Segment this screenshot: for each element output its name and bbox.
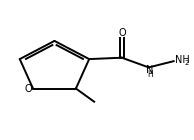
Text: H: H: [147, 70, 152, 79]
Text: O: O: [24, 84, 32, 94]
Text: O: O: [118, 28, 126, 38]
Text: 2: 2: [184, 60, 189, 66]
Text: NH: NH: [175, 55, 189, 65]
Text: N: N: [146, 65, 153, 75]
